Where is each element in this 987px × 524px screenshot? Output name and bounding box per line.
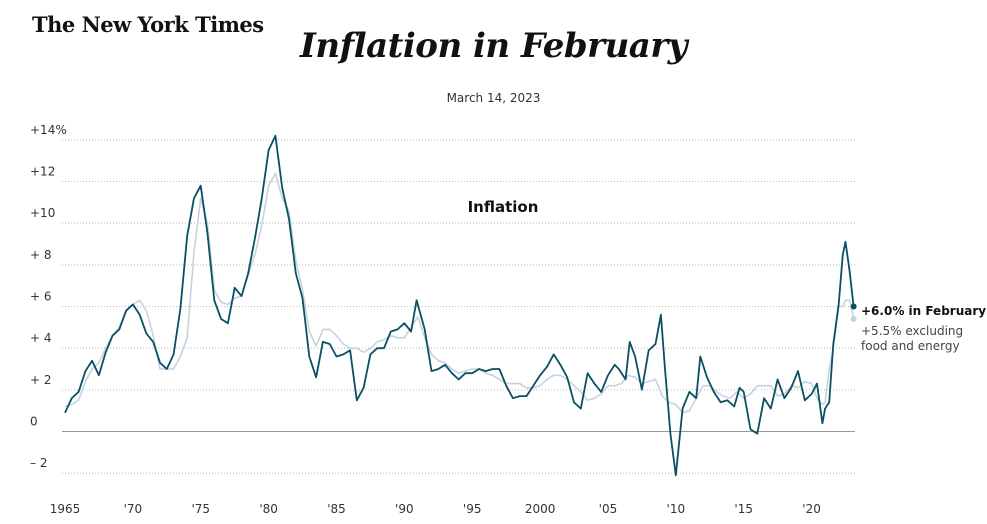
x-tick-label: '85 <box>327 502 346 516</box>
y-tick-label: +12 <box>30 165 55 179</box>
inflation-all-items-line <box>64 134 855 477</box>
x-tick-label: '70 <box>124 502 143 516</box>
x-tick-label: '90 <box>395 502 414 516</box>
x-tick-label: '95 <box>463 502 482 516</box>
core-end-label-line1: +5.5% excluding <box>861 324 963 338</box>
core-end-label-line2: food and energy <box>861 339 960 353</box>
x-tick-label: '80 <box>259 502 278 516</box>
y-tick-label: + 4 <box>30 331 52 345</box>
all-end-dot <box>850 303 857 310</box>
y-tick-label: +14% <box>30 123 67 137</box>
series-lines <box>64 134 855 477</box>
chart-title: Inflation in February <box>299 26 688 66</box>
y-tick-label: – 2 <box>30 456 47 470</box>
y-tick-label: 0 <box>30 415 38 429</box>
y-tick-label: +10 <box>30 206 55 220</box>
inflation-core-line <box>64 172 855 414</box>
y-axis-tick-labels: +14% +12 +10 + 8 + 6 + 4 + 2 0 – 2 <box>30 123 67 470</box>
nyt-logo[interactable]: The New York Times <box>32 12 264 37</box>
y-tick-label: + 8 <box>30 248 52 262</box>
gridlines <box>62 139 855 474</box>
x-tick-label: '75 <box>191 502 210 516</box>
x-tick-label: 2000 <box>525 502 556 516</box>
x-tick-label: 1965 <box>50 502 81 516</box>
y-tick-label: + 2 <box>30 373 52 387</box>
y-tick-label: + 6 <box>30 290 52 304</box>
all-end-label: +6.0% in February <box>861 304 986 318</box>
chart-series-label: Inflation <box>468 198 539 216</box>
publish-date: March 14, 2023 <box>446 91 541 105</box>
x-axis-tick-labels: 1965 '70 '75 '80 '85 '90 '95 2000 '05 '10 '15 '20 <box>50 502 821 516</box>
x-tick-label: '05 <box>599 502 618 516</box>
x-tick-label: '10 <box>667 502 686 516</box>
x-tick-label: '20 <box>802 502 821 516</box>
x-tick-label: '15 <box>734 502 753 516</box>
core-end-dot <box>850 315 857 322</box>
